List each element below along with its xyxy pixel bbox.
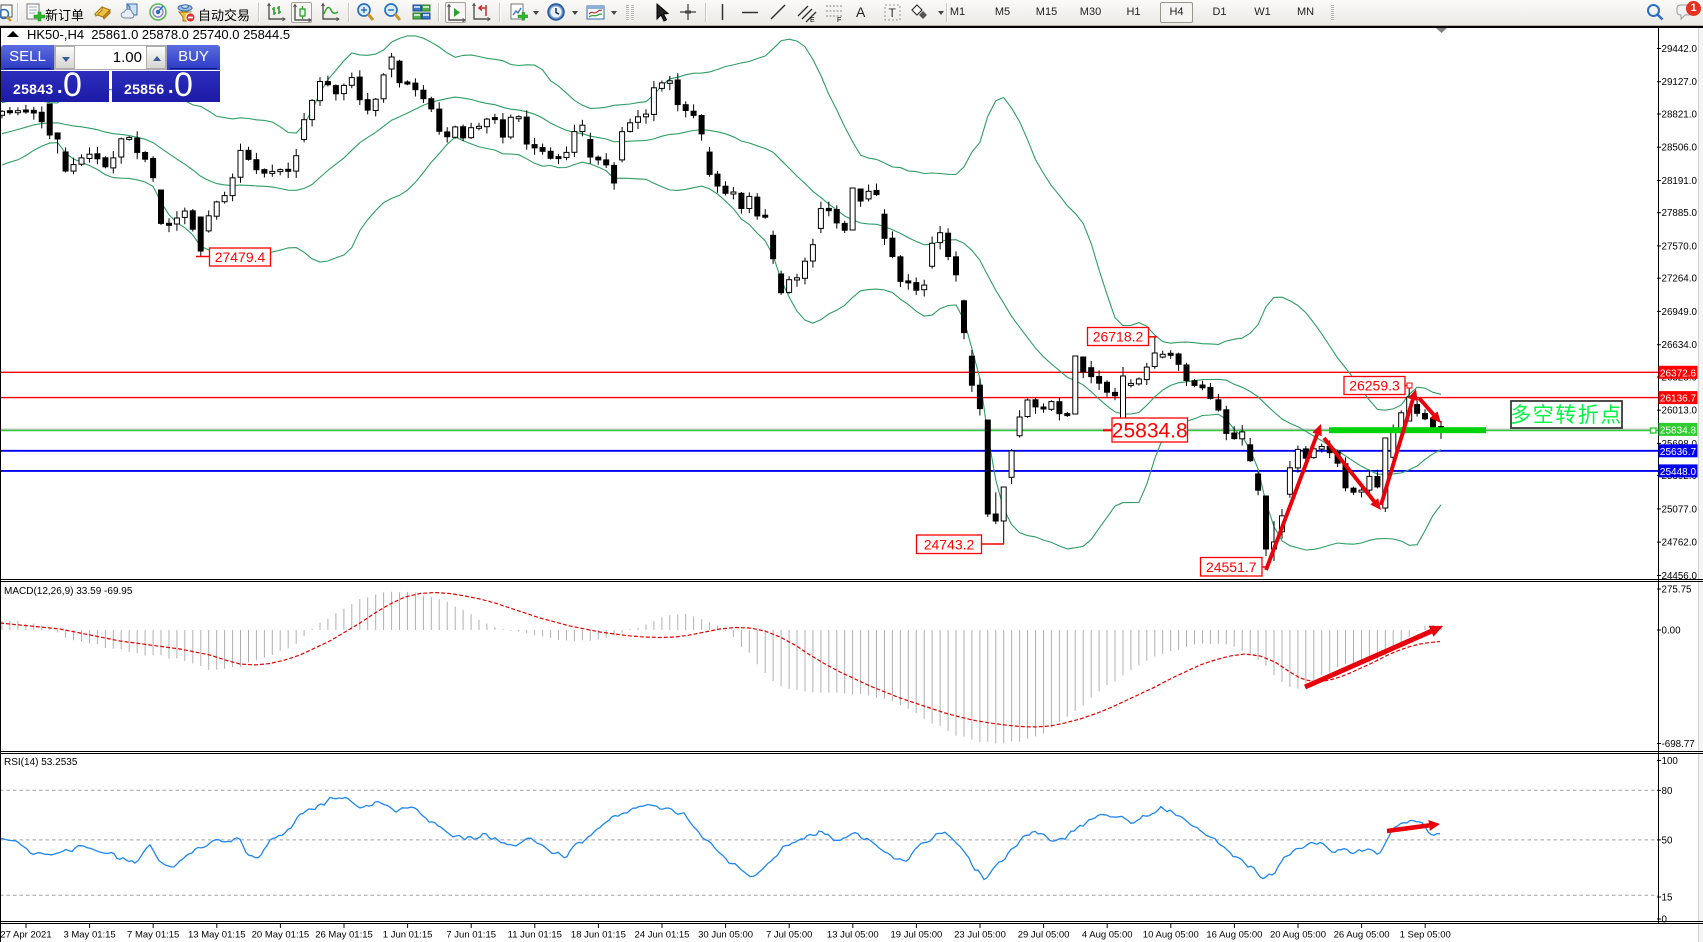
svg-text:23 Jul 05:00: 23 Jul 05:00	[954, 930, 1006, 941]
svg-text:26949.0: 26949.0	[1662, 307, 1698, 318]
svg-text:26372.6: 26372.6	[1660, 368, 1697, 379]
svg-text:MACD(12,26,9) 33.59 -69.95: MACD(12,26,9) 33.59 -69.95	[4, 586, 133, 597]
svg-text:20 May 01:15: 20 May 01:15	[252, 930, 310, 941]
svg-text:E: E	[810, 17, 815, 23]
svg-text:26 May 01:15: 26 May 01:15	[315, 930, 373, 941]
svg-text:25077.0: 25077.0	[1662, 504, 1698, 515]
svg-text:HK50-,H4 25861.0 25878.0 2574: HK50-,H4 25861.0 25878.0 25740.0 25844.5	[27, 27, 290, 42]
svg-text:7 Jun 01:15: 7 Jun 01:15	[446, 930, 496, 941]
svg-text:18 Jun 01:15: 18 Jun 01:15	[571, 930, 626, 941]
svg-text:1 Sep 05:00: 1 Sep 05:00	[1400, 930, 1451, 941]
svg-text:28821.0: 28821.0	[1662, 110, 1698, 121]
svg-text:27570.0: 27570.0	[1662, 241, 1698, 252]
svg-text:11 Jun 01:15: 11 Jun 01:15	[508, 930, 562, 941]
svg-text:27264.0: 27264.0	[1662, 274, 1698, 285]
svg-text:RSI(14) 53.2535: RSI(14) 53.2535	[4, 757, 78, 768]
svg-text:24456.0: 24456.0	[1662, 571, 1698, 582]
svg-text:1 Jun 01:15: 1 Jun 01:15	[383, 930, 433, 941]
svg-text:10 Aug 05:00: 10 Aug 05:00	[1143, 930, 1199, 941]
svg-text:26013.0: 26013.0	[1662, 406, 1698, 417]
svg-text:25834.8: 25834.8	[1112, 420, 1188, 443]
svg-text:4 Aug 05:00: 4 Aug 05:00	[1082, 930, 1133, 941]
svg-text:26718.2: 26718.2	[1093, 329, 1144, 345]
svg-text:80: 80	[1662, 786, 1673, 797]
svg-text:20 Aug 05:00: 20 Aug 05:00	[1270, 930, 1326, 941]
svg-text:19 Jul 05:00: 19 Jul 05:00	[891, 930, 943, 941]
svg-text:F: F	[837, 17, 841, 23]
svg-text:26 Aug 05:00: 26 Aug 05:00	[1334, 930, 1390, 941]
svg-text:275.75: 275.75	[1662, 585, 1693, 596]
svg-text:26259.3: 26259.3	[1349, 378, 1400, 394]
svg-text:T: T	[889, 6, 897, 20]
svg-text:25636.7: 25636.7	[1660, 447, 1697, 458]
svg-text:25448.0: 25448.0	[1660, 467, 1697, 478]
svg-text:29 Jul 05:00: 29 Jul 05:00	[1018, 930, 1070, 941]
svg-text:15: 15	[1662, 893, 1673, 904]
svg-text:26136.7: 26136.7	[1660, 394, 1697, 405]
svg-text:27 Apr 2021: 27 Apr 2021	[0, 930, 51, 941]
svg-text:7 Jul 05:00: 7 Jul 05:00	[766, 930, 812, 941]
svg-text:16 Aug 05:00: 16 Aug 05:00	[1206, 930, 1262, 941]
svg-text:50: 50	[1662, 835, 1673, 846]
svg-text:0: 0	[1662, 915, 1668, 926]
svg-text:27479.4: 27479.4	[215, 249, 266, 265]
svg-text:24743.2: 24743.2	[924, 536, 975, 552]
svg-text:-698.77: -698.77	[1662, 739, 1695, 750]
svg-text:25834.8: 25834.8	[1660, 425, 1697, 436]
svg-text:100: 100	[1662, 756, 1679, 767]
svg-text:29442.0: 29442.0	[1662, 44, 1698, 55]
svg-text:13 May 01:15: 13 May 01:15	[188, 930, 246, 941]
svg-text:27885.0: 27885.0	[1662, 208, 1698, 219]
svg-text:24762.0: 24762.0	[1662, 538, 1698, 549]
svg-text:0.00: 0.00	[1662, 626, 1682, 637]
svg-text:多空转折点: 多空转折点	[1510, 404, 1623, 427]
svg-text:24551.7: 24551.7	[1206, 559, 1257, 575]
svg-text:26634.0: 26634.0	[1662, 340, 1698, 351]
svg-text:13 Jul 05:00: 13 Jul 05:00	[827, 930, 879, 941]
svg-text:3 May 01:15: 3 May 01:15	[63, 930, 115, 941]
svg-text:29127.0: 29127.0	[1662, 77, 1698, 88]
svg-text:30 Jun 05:00: 30 Jun 05:00	[698, 930, 753, 941]
svg-text:24 Jun 01:15: 24 Jun 01:15	[635, 930, 690, 941]
svg-text:28191.0: 28191.0	[1662, 176, 1698, 187]
svg-text:7 May 01:15: 7 May 01:15	[127, 930, 179, 941]
svg-text:28506.0: 28506.0	[1662, 143, 1698, 154]
